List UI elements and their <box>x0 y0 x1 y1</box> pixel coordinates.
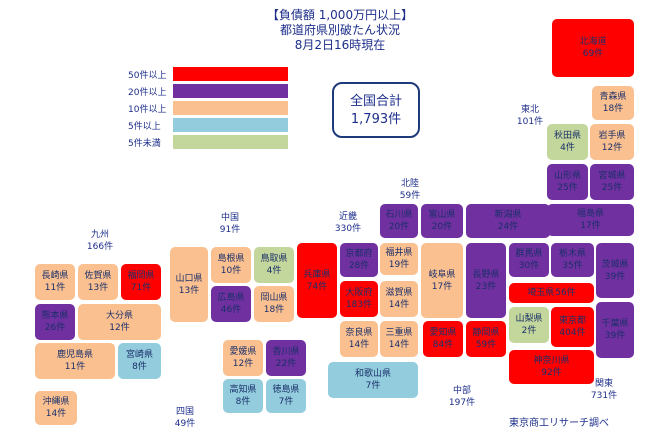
region-label-shikoku: 四国 49件 <box>174 407 196 429</box>
prefecture-tokushima: 徳島県 7件 <box>266 379 306 413</box>
region-label-kinki: 近畿 330件 <box>334 212 362 234</box>
prefecture-chiba: 千葉県 39件 <box>596 302 634 358</box>
legend-swatch <box>173 101 288 115</box>
prefecture-akita: 秋田県 4件 <box>547 124 588 160</box>
legend-label: 10件以上 <box>128 105 167 115</box>
legend-item: 5件以上 <box>50 117 288 134</box>
prefecture-okayama: 岡山県 18件 <box>254 286 294 322</box>
national-total-value: 1,793件 <box>350 112 402 127</box>
prefecture-aomori: 青森県 18件 <box>592 86 634 120</box>
prefecture-gifu: 岐阜県 17件 <box>421 243 463 318</box>
prefecture-fukushima: 福島県 17件 <box>547 204 634 236</box>
prefecture-shiga: 滋賀県 14件 <box>380 281 418 317</box>
legend-label: 20件以上 <box>128 88 167 98</box>
prefecture-kumamoto: 熊本県 26件 <box>35 304 75 340</box>
prefecture-miyagi: 宮城県 25件 <box>590 164 634 200</box>
region-label-kanto: 関東 731件 <box>590 379 618 401</box>
prefecture-ishikawa: 石川県 20件 <box>380 204 418 238</box>
prefecture-shimane: 島根県 10件 <box>211 247 251 283</box>
prefecture-yamaguchi: 山口県 13件 <box>170 247 208 322</box>
legend: 50件以上 20件以上 10件以上 5件以上 5件未満 <box>50 66 288 151</box>
prefecture-niigata: 新潟県 24件 <box>466 204 550 238</box>
chart-title: 【負債額 1,000万円以上】 都道府県別破たん状況 8月2日16時現在 <box>230 8 450 53</box>
prefecture-nagasaki: 長崎県 11件 <box>35 264 75 300</box>
legend-item: 50件以上 <box>50 66 288 83</box>
region-label-hokuriku: 北陸 59件 <box>399 179 421 201</box>
prefecture-saitama: 埼玉県 56件 <box>509 283 594 303</box>
national-total-label: 全国合計 <box>349 94 402 109</box>
title-line-2: 都道府県別破たん状況 <box>279 23 400 37</box>
prefecture-toyama: 富山県 20件 <box>421 204 463 238</box>
region-label-kyushu: 九州 166件 <box>86 230 114 252</box>
prefecture-ehime: 愛媛県 12件 <box>223 340 263 376</box>
prefecture-hiroshima: 広島県 46件 <box>211 286 251 322</box>
prefecture-osaka: 大阪府 183件 <box>340 281 378 317</box>
prefecture-yamagata: 山形県 25件 <box>547 164 588 200</box>
title-line-1: 【負債額 1,000万円以上】 <box>266 8 414 22</box>
prefecture-kagawa: 香川県 22件 <box>266 340 306 376</box>
legend-label: 5件未満 <box>128 139 161 149</box>
legend-item: 20件以上 <box>50 83 288 100</box>
prefecture-nara: 奈良県 14件 <box>340 321 378 357</box>
prefecture-okinawa: 沖縄県 14件 <box>35 391 77 425</box>
legend-swatch <box>173 84 288 98</box>
region-label-tohoku: 東北 101件 <box>516 105 544 127</box>
legend-label: 5件以上 <box>128 122 161 132</box>
prefecture-ibaraki: 茨城県 39件 <box>596 243 634 298</box>
title-line-3: 8月2日16時現在 <box>294 38 386 52</box>
prefecture-shizuoka: 静岡県 59件 <box>466 321 506 357</box>
prefecture-wakayama: 和歌山県 7件 <box>328 362 418 398</box>
legend-item: 10件以上 <box>50 100 288 117</box>
region-label-chubu: 中部 197件 <box>448 386 476 408</box>
legend-swatch <box>173 135 288 149</box>
prefecture-aichi: 愛知県 84件 <box>423 321 463 357</box>
source-credit: 東京商工リサーチ調べ <box>509 418 609 429</box>
prefecture-fukui: 福井県 19件 <box>380 243 418 275</box>
prefecture-kagoshima: 鹿児島県 11件 <box>35 343 115 379</box>
prefecture-kyoto: 京都府 28件 <box>340 243 378 277</box>
prefecture-tokyo: 東京都 404件 <box>551 307 594 347</box>
prefecture-hokkaido: 北海道 69件 <box>552 19 634 77</box>
legend-label: 50件以上 <box>128 71 167 81</box>
prefecture-kochi: 高知県 8件 <box>223 379 263 413</box>
legend-swatch <box>173 118 288 132</box>
prefecture-hyogo: 兵庫県 74件 <box>297 243 337 318</box>
prefecture-nagano: 長野県 23件 <box>466 243 506 318</box>
prefecture-gunma: 群馬県 30件 <box>509 243 549 277</box>
prefecture-oita: 大分県 12件 <box>78 304 161 340</box>
prefecture-kanagawa: 神奈川県 92件 <box>509 350 594 384</box>
prefecture-fukuoka: 福岡県 71件 <box>121 264 161 300</box>
prefecture-miyazaki: 宮崎県 8件 <box>118 343 161 379</box>
national-total-box: 全国合計 1,793件 <box>332 82 420 138</box>
prefecture-saga: 佐賀県 13件 <box>78 264 118 300</box>
region-label-chugoku: 中国 91件 <box>219 213 241 235</box>
prefecture-iwate: 岩手県 12件 <box>590 124 634 160</box>
prefecture-tottori: 鳥取県 4件 <box>254 247 294 283</box>
legend-swatch <box>173 67 288 81</box>
prefecture-yamanashi: 山梨県 2件 <box>509 307 549 343</box>
legend-item: 5件未満 <box>50 134 288 151</box>
prefecture-mie: 三重県 14件 <box>380 321 418 357</box>
prefecture-tochigi: 栃木県 35件 <box>551 243 594 277</box>
